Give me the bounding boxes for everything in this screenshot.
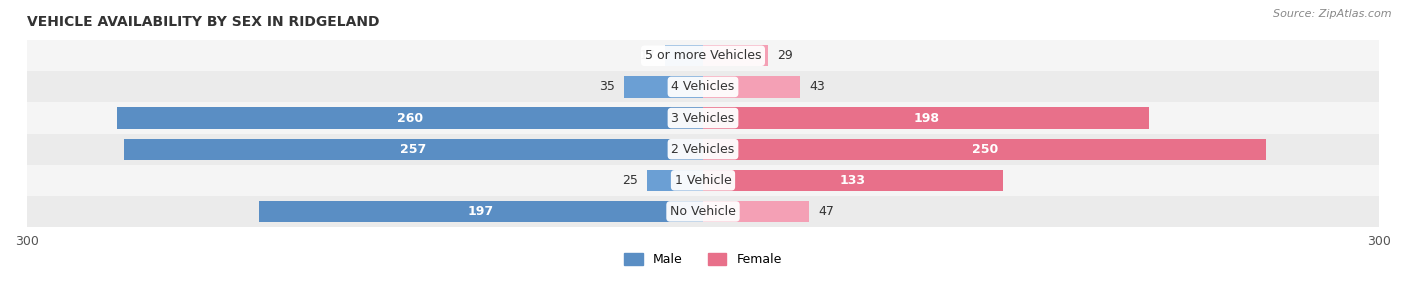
Bar xyxy=(665,45,703,66)
Bar xyxy=(703,201,808,222)
Bar xyxy=(647,170,703,191)
Bar xyxy=(703,107,1149,129)
Bar xyxy=(703,45,768,66)
Text: 5 or more Vehicles: 5 or more Vehicles xyxy=(645,49,761,62)
Text: 198: 198 xyxy=(912,112,939,125)
Bar xyxy=(703,170,1002,191)
Text: 260: 260 xyxy=(396,112,423,125)
Text: 4 Vehicles: 4 Vehicles xyxy=(672,80,734,93)
Text: 29: 29 xyxy=(778,49,793,62)
Text: 197: 197 xyxy=(468,205,494,218)
Text: 17: 17 xyxy=(640,49,655,62)
Bar xyxy=(259,201,703,222)
Text: 3 Vehicles: 3 Vehicles xyxy=(672,112,734,125)
Text: 133: 133 xyxy=(839,174,866,187)
Bar xyxy=(27,165,1379,196)
Text: No Vehicle: No Vehicle xyxy=(671,205,735,218)
Text: 47: 47 xyxy=(818,205,834,218)
Text: 43: 43 xyxy=(808,80,825,93)
Text: 35: 35 xyxy=(599,80,614,93)
Bar xyxy=(27,196,1379,227)
Text: 257: 257 xyxy=(401,143,426,156)
Text: 250: 250 xyxy=(972,143,998,156)
Bar xyxy=(27,40,1379,71)
Text: 1 Vehicle: 1 Vehicle xyxy=(675,174,731,187)
Legend: Male, Female: Male, Female xyxy=(624,253,782,266)
Bar xyxy=(27,103,1379,134)
Bar xyxy=(124,139,703,160)
Text: Source: ZipAtlas.com: Source: ZipAtlas.com xyxy=(1274,9,1392,19)
Bar xyxy=(624,76,703,98)
Text: 2 Vehicles: 2 Vehicles xyxy=(672,143,734,156)
Bar xyxy=(117,107,703,129)
Text: 25: 25 xyxy=(621,174,638,187)
Text: VEHICLE AVAILABILITY BY SEX IN RIDGELAND: VEHICLE AVAILABILITY BY SEX IN RIDGELAND xyxy=(27,15,380,29)
Bar xyxy=(27,134,1379,165)
Bar xyxy=(27,71,1379,103)
Bar xyxy=(703,139,1267,160)
Bar xyxy=(703,76,800,98)
